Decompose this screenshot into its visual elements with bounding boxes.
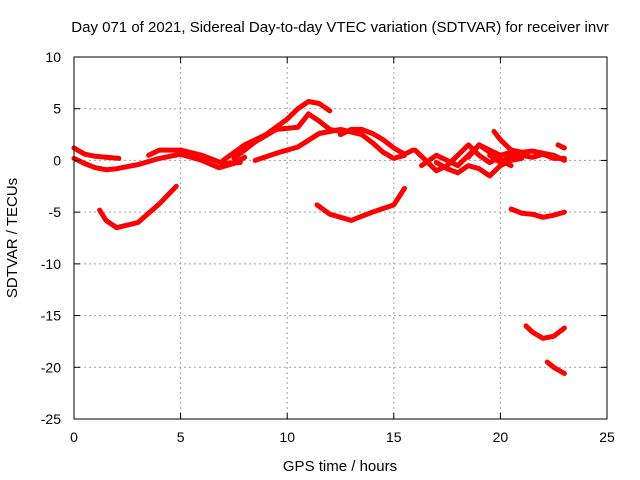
x-tick-label: 25 (599, 429, 615, 445)
x-tick-label: 5 (177, 429, 185, 445)
x-tick-label: 20 (493, 429, 509, 445)
x-tick-label: 0 (70, 429, 78, 445)
x-tick-label: 10 (279, 429, 295, 445)
series-arc-16 (555, 142, 567, 151)
series-arc-17 (508, 206, 567, 220)
series-arc-18 (523, 323, 567, 341)
y-tick-label: -25 (41, 411, 61, 427)
y-tick-label: 10 (45, 49, 61, 65)
y-tick-label: 0 (53, 152, 61, 168)
series-arc-19 (544, 359, 567, 376)
series-layer (71, 99, 567, 376)
plot-frame (73, 56, 608, 420)
x-axis-label: GPS time / hours (283, 458, 397, 475)
axis-ticks: 0 5 10 15 20 25 -25 -20 -15 -10 -5 0 5 10 (41, 49, 615, 445)
series-arc-10 (412, 142, 503, 174)
y-tick-label: -20 (41, 359, 61, 375)
y-tick-label: -5 (49, 204, 62, 220)
x-tick-label: 15 (386, 429, 402, 445)
series-arc-4 (97, 183, 179, 231)
series-arc-2 (71, 151, 248, 173)
y-tick-label: -10 (41, 256, 61, 272)
series-arc-14 (491, 129, 567, 163)
grid (74, 57, 607, 419)
y-tick-label: 5 (53, 101, 61, 117)
y-tick-label: -15 (41, 308, 61, 324)
series-arc-7 (252, 126, 407, 163)
chart-title: Day 071 of 2021, Sidereal Day-to-day VTE… (71, 19, 608, 36)
series-arc-3 (146, 147, 243, 166)
series-arc-9 (314, 185, 407, 223)
series-arc-1 (71, 145, 122, 161)
series-arc-5 (220, 99, 333, 163)
series-arc-15 (487, 151, 567, 165)
y-axis-label: SDTVAR / TECUs (4, 178, 21, 298)
series-arc-6 (231, 111, 343, 161)
series-arc-8 (338, 126, 416, 157)
